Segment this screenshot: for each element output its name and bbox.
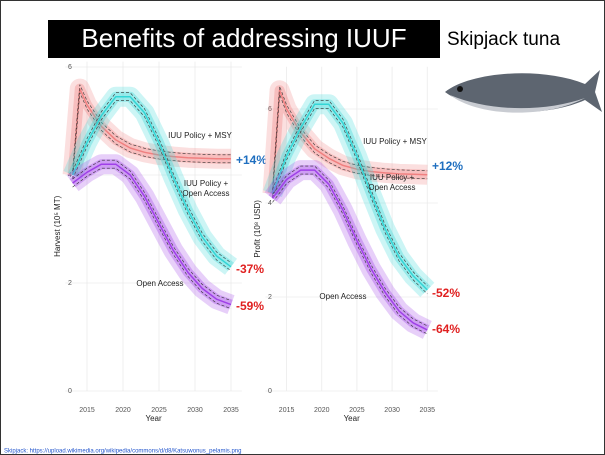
x-axis-label: Year <box>344 414 361 423</box>
series-dash <box>72 167 232 309</box>
series-annotation: Open Access <box>136 279 183 288</box>
title-box <box>48 20 440 58</box>
change-label: -52% <box>432 286 460 300</box>
series-dash <box>272 86 428 190</box>
fish-belly <box>450 95 585 113</box>
x-tick-label: 2030 <box>384 407 400 414</box>
series-annotation: IUU Policy + MSY <box>168 131 232 140</box>
y-tick-label: 6 <box>268 106 272 113</box>
series-dash <box>72 100 232 272</box>
y-tick-label: 0 <box>68 388 72 395</box>
y-axis-label: Profit (10⁸ USD) <box>253 200 262 258</box>
subtitle: Skipjack tuna <box>447 29 560 50</box>
series-dash <box>272 108 428 295</box>
series-line <box>71 87 231 176</box>
series-line <box>71 95 232 268</box>
title: Benefits of addressing IUUF <box>81 23 406 53</box>
x-tick-label: 2025 <box>151 407 167 414</box>
series-dash <box>72 92 232 264</box>
series-annotation: Open Access <box>319 292 366 301</box>
change-label: +12% <box>432 159 463 173</box>
x-axis-label: Year <box>146 414 163 423</box>
y-tick-label: 0 <box>268 388 272 395</box>
series-dash <box>72 159 232 301</box>
change-label: -37% <box>236 262 264 276</box>
series-annotation: Open Access <box>368 183 415 192</box>
x-tick-label: 2015 <box>79 407 95 414</box>
series-annotation: Open Access <box>182 189 229 198</box>
series-dash <box>272 94 428 198</box>
y-tick-label: 6 <box>68 64 72 71</box>
series-dash <box>272 100 428 287</box>
series-dash <box>72 92 231 180</box>
y-tick-label: 2 <box>68 280 72 287</box>
x-tick-label: 2015 <box>279 407 295 414</box>
x-tick-label: 2035 <box>419 407 435 414</box>
change-label: +14% <box>236 153 267 167</box>
x-tick-label: 2020 <box>314 407 330 414</box>
change-label: -59% <box>236 299 264 313</box>
y-tick-label: 4 <box>68 172 72 179</box>
x-tick-label: 2025 <box>349 407 365 414</box>
x-tick-label: 2020 <box>115 407 131 414</box>
series-line <box>271 89 428 194</box>
fish-illustration <box>445 70 602 113</box>
series-annotation: IUU Policy + <box>370 173 415 182</box>
y-axis-label: Harvest (10⁵ MT) <box>53 195 62 256</box>
x-tick-label: 2035 <box>223 407 239 414</box>
change-label: -64% <box>432 322 460 336</box>
series-dash <box>72 84 231 172</box>
series-line <box>271 169 428 331</box>
y-tick-label: 2 <box>268 294 272 301</box>
series-annotation: IUU Policy + MSY <box>363 137 427 146</box>
y-tick-label: 4 <box>268 200 272 207</box>
series-line <box>72 163 232 306</box>
fish-body <box>445 70 602 112</box>
series-line <box>271 103 428 291</box>
series-annotation: IUU Policy + <box>184 179 229 188</box>
footnote: Skipjack: https://upload.wikimedia.org/w… <box>4 449 241 455</box>
x-tick-label: 2030 <box>187 407 203 414</box>
fish-eye <box>457 86 463 92</box>
